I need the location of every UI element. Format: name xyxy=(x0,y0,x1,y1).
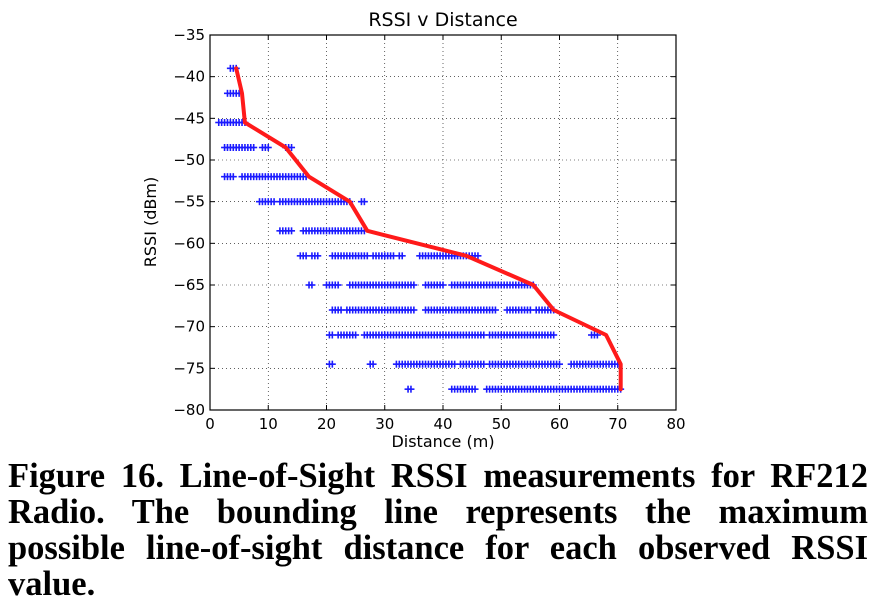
chart-title: RSSI v Distance xyxy=(368,9,517,31)
data-point xyxy=(439,281,447,289)
y-tick-label: −75 xyxy=(173,359,205,377)
bounding-line xyxy=(234,66,623,392)
y-tick-label: −65 xyxy=(173,276,205,294)
x-tick-label: 40 xyxy=(433,415,452,433)
y-tick-label: −35 xyxy=(173,26,205,44)
data-point xyxy=(556,360,563,368)
data-point xyxy=(288,227,296,235)
data-point xyxy=(334,281,342,289)
axis-ticks: 0 10 20 30 40 50 60 70 80 −35 −40 −45 −50 −55 −60 −65 −7… xyxy=(173,26,685,433)
y-tick-label: −80 xyxy=(173,401,205,419)
x-tick-label: 50 xyxy=(492,415,511,433)
data-point xyxy=(229,173,237,181)
y-tick-label: −70 xyxy=(173,318,205,336)
x-tick-label: 80 xyxy=(666,415,685,433)
scatter-points xyxy=(215,64,625,393)
data-point xyxy=(474,252,482,260)
figure-caption: Figure 16. Line-of-Sight RSSI measuremen… xyxy=(8,457,868,603)
data-point xyxy=(264,144,272,151)
y-tick-label: −45 xyxy=(173,109,205,127)
data-point xyxy=(288,144,296,151)
data-point xyxy=(410,306,418,314)
data-point xyxy=(471,385,479,393)
data-point xyxy=(250,144,258,151)
x-axis-label: Distance (m) xyxy=(391,432,494,450)
x-tick-label: 0 xyxy=(205,415,215,433)
x-tick-label: 70 xyxy=(608,415,627,433)
data-point xyxy=(550,331,558,339)
y-tick-label: −60 xyxy=(173,234,205,252)
data-point xyxy=(308,281,316,289)
x-tick-label: 10 xyxy=(259,415,278,433)
x-tick-label: 30 xyxy=(375,415,394,433)
data-point xyxy=(398,252,406,260)
data-point xyxy=(410,281,418,289)
x-tick-label: 60 xyxy=(550,415,569,433)
x-tick-label: 20 xyxy=(317,415,336,433)
rssi-distance-chart: RSSI v Distance 0 10 20 30 40 50 60 70 80 −35 −40 −… xyxy=(141,9,686,450)
data-point xyxy=(369,360,377,368)
data-point xyxy=(360,198,368,206)
y-tick-label: −55 xyxy=(173,193,205,211)
y-tick-label: −40 xyxy=(173,68,205,86)
data-point xyxy=(407,385,415,393)
y-tick-label: −50 xyxy=(173,151,205,169)
bounding-line-path xyxy=(234,66,623,392)
data-point xyxy=(491,306,499,314)
data-point xyxy=(352,331,360,339)
y-axis-label: RSSI (dBm) xyxy=(141,177,160,267)
data-point xyxy=(328,360,336,368)
grid-lines xyxy=(209,34,677,411)
data-point xyxy=(314,252,322,260)
